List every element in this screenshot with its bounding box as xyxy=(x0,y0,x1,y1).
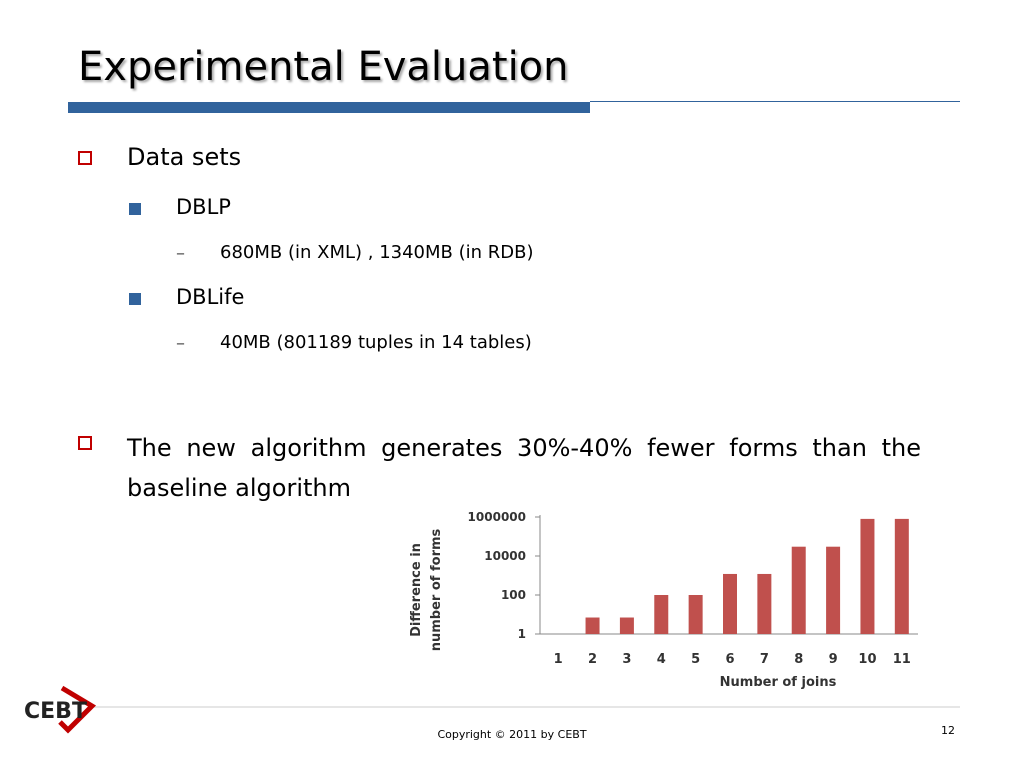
bullet-icon xyxy=(129,293,141,305)
bar xyxy=(791,546,806,634)
x-tick-label: 6 xyxy=(725,652,734,667)
x-tick-label: 1 xyxy=(554,652,563,667)
bar xyxy=(688,595,703,634)
logo-mark xyxy=(58,685,97,734)
page-number: 12 xyxy=(941,724,955,737)
bullet-icon xyxy=(78,151,92,165)
footer: Copyright © 2011 by CEBT xyxy=(437,728,586,741)
x-tick-label: 4 xyxy=(657,652,666,667)
x-tick-label: 2 xyxy=(588,652,597,667)
y-tick-label: 1000000 xyxy=(468,510,526,524)
bullet: 680MB (in XML) , 1340MB (in RDB) xyxy=(220,242,534,263)
bar xyxy=(894,518,909,634)
bullet: DBLP xyxy=(176,195,231,219)
y-tick-label: 10000 xyxy=(484,549,526,563)
title-bar xyxy=(68,102,590,113)
bar xyxy=(619,617,634,634)
x-tick-label: 5 xyxy=(691,652,700,667)
x-tick-label: 11 xyxy=(893,652,911,667)
x-tick-label: 7 xyxy=(760,652,769,667)
bullet-icon xyxy=(78,436,92,450)
bullet: The new algorithm generates 30%-40% fewe… xyxy=(127,434,921,502)
bar xyxy=(723,573,737,634)
dash: – xyxy=(176,333,185,354)
bullet-icon xyxy=(129,203,141,215)
y-tick-label: 100 xyxy=(501,588,526,602)
logo: CEBT xyxy=(24,699,87,724)
bullet: 40MB (801189 tuples in 14 tables) xyxy=(220,332,532,353)
bar xyxy=(826,546,841,634)
bar xyxy=(654,595,669,634)
y-axis-title: number of forms xyxy=(429,528,444,651)
y-axis-title: Difference in xyxy=(409,543,424,637)
y-tick-label: 1 xyxy=(518,627,526,641)
bar xyxy=(860,518,875,634)
x-tick-label: 3 xyxy=(622,652,631,667)
x-tick-label: 10 xyxy=(858,652,876,667)
x-tick-label: 9 xyxy=(829,652,838,667)
bar xyxy=(757,573,772,634)
slide-title: Experimental Evaluation xyxy=(78,44,569,90)
x-tick-label: 8 xyxy=(794,652,803,667)
bullet: Data sets xyxy=(127,143,242,171)
bar xyxy=(585,617,600,634)
x-axis-title: Number of joins xyxy=(720,675,837,690)
bullet: DBLife xyxy=(176,285,245,309)
dash: – xyxy=(176,243,185,264)
title-rule xyxy=(590,101,960,102)
